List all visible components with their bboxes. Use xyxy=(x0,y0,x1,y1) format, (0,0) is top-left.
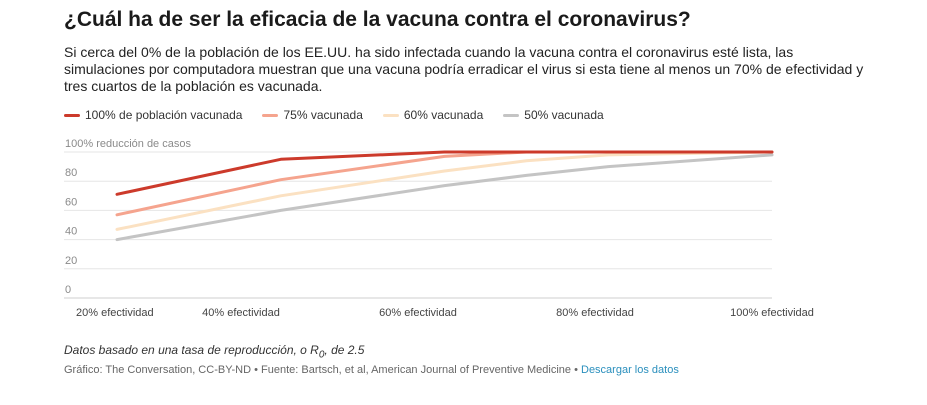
y-tick-label: 80 xyxy=(65,167,77,179)
series-line xyxy=(115,150,774,231)
download-data-link[interactable]: Descargar los datos xyxy=(581,364,679,376)
y-tick-label: 60 xyxy=(65,196,77,208)
legend-label: 75% vacunada xyxy=(283,108,363,122)
legend-item: 50% vacunada xyxy=(503,108,604,122)
note-text: Datos basado en una tasa de reproducción… xyxy=(64,343,319,357)
legend-swatch xyxy=(503,113,520,117)
x-tick-label: 60% efectividad xyxy=(379,307,457,319)
series-line xyxy=(115,153,774,242)
legend-swatch xyxy=(64,113,80,117)
legend-item: 75% vacunada xyxy=(262,108,363,122)
data-note: Datos basado en una tasa de reproducción… xyxy=(64,343,364,360)
chart-title: ¿Cuál ha de ser la eficacia de la vacuna… xyxy=(64,8,691,31)
x-tick-label: 80% efectividad xyxy=(556,307,634,319)
chart-legend: 100% de población vacunada 75% vacunada 60… xyxy=(64,108,624,122)
chart-subtitle: Si cerca del 0% de la población de los E… xyxy=(64,44,864,94)
legend-swatch xyxy=(262,113,279,117)
legend-item: 60% vacunada xyxy=(382,108,484,122)
x-tick-label: 100% efectividad xyxy=(730,307,814,319)
note-suffix: , de 2.5 xyxy=(324,343,365,357)
x-tick-label: 20% efectividad xyxy=(76,307,154,319)
legend-swatch xyxy=(382,113,399,117)
legend-label: 100% de población vacunada xyxy=(85,108,243,122)
line-chart: 0 20 40 60 80 100% reducción de casos 20% efec… xyxy=(64,138,814,319)
x-tick-label: 40% efectividad xyxy=(202,307,280,319)
note-subscript: 0 xyxy=(318,349,325,361)
source-text: Gráfico: The Conversation, CC-BY-ND • Fu… xyxy=(64,364,578,376)
y-tick-label: 100% reducción de casos xyxy=(65,138,191,150)
legend-label: 60% vacunada xyxy=(403,108,484,122)
legend-label: 50% vacunada xyxy=(524,108,604,122)
y-tick-label: 0 xyxy=(65,284,71,296)
legend-item: 100% de población vacunada xyxy=(64,108,242,122)
series-line xyxy=(115,150,774,196)
y-tick-label: 40 xyxy=(65,226,77,238)
y-tick-label: 20 xyxy=(65,255,77,267)
credits: Gráfico: The Conversation, CC-BY-ND • Fu… xyxy=(64,364,679,376)
